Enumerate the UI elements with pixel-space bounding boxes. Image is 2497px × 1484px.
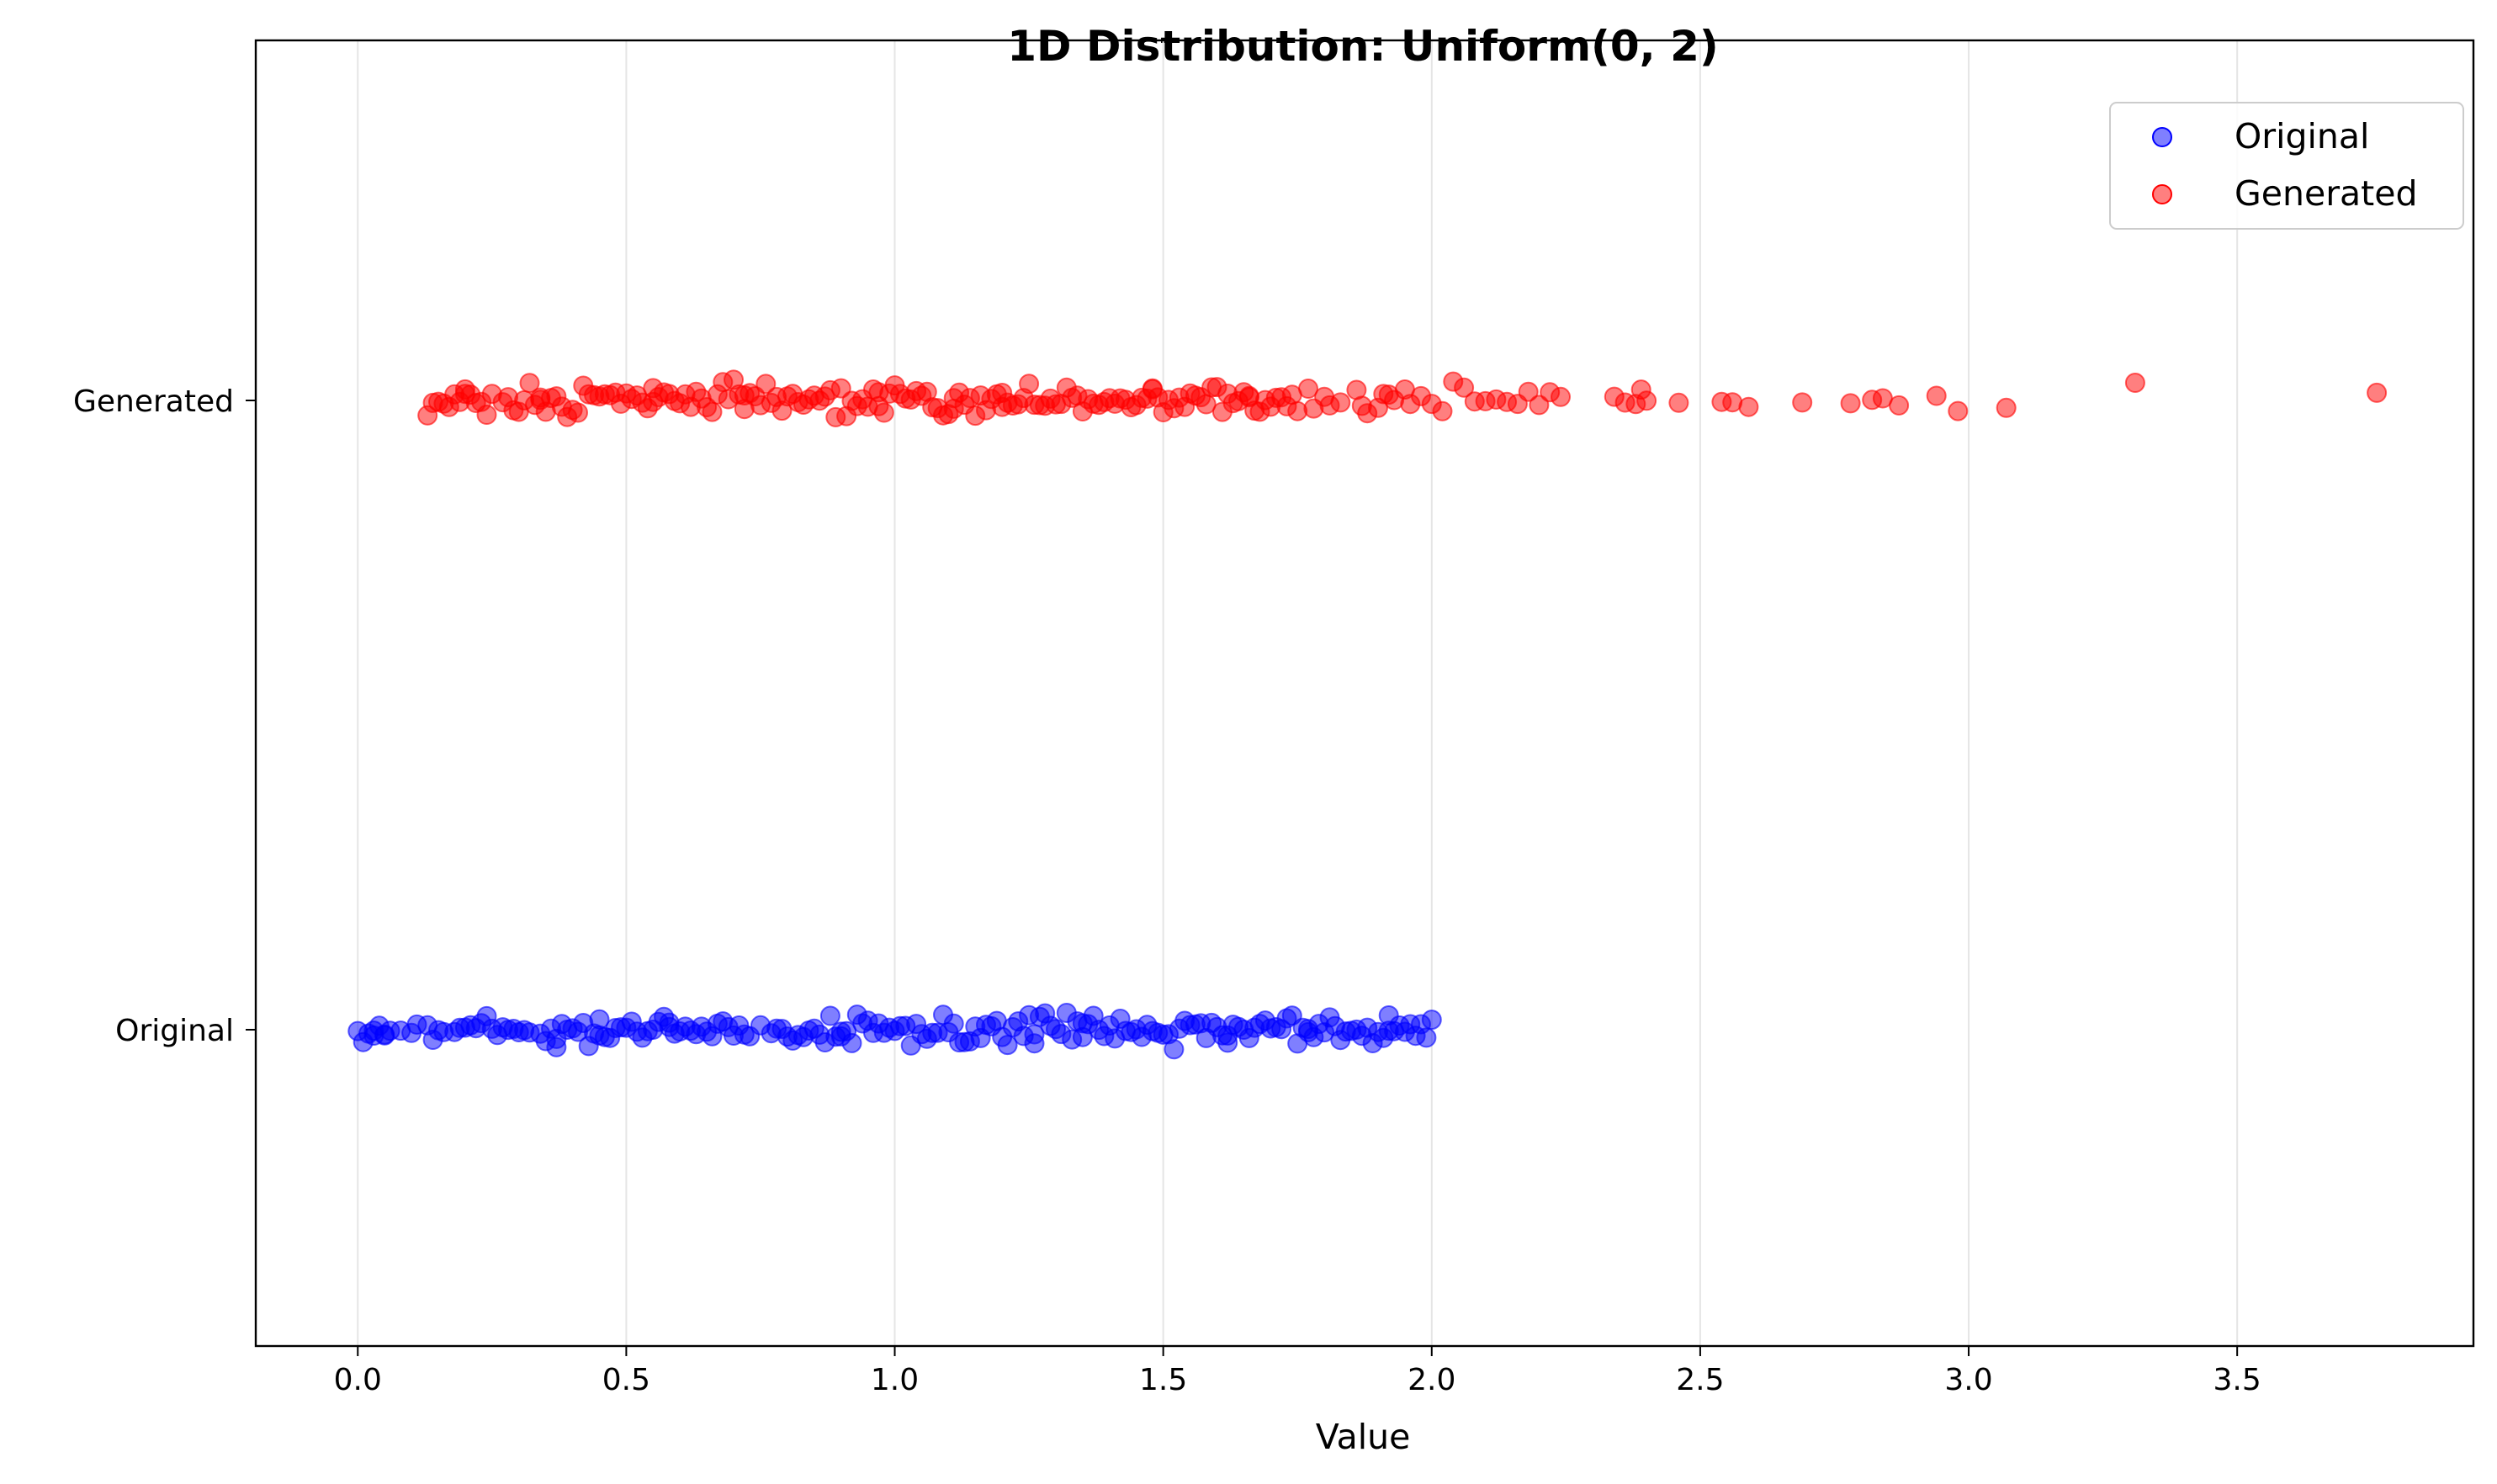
x-tick-label: 0.0 [334,1363,382,1397]
data-point [1238,387,1259,408]
data-point [659,1016,680,1037]
data-point [734,385,755,405]
data-point [1298,379,1318,399]
data-point [530,390,551,411]
data-point [830,1021,851,1042]
data-point [868,395,889,416]
data-point [702,401,723,422]
legend-marker-original [2152,127,2172,147]
data-point [2367,382,2388,403]
data-point [1926,385,1947,406]
data-point [1551,386,1571,407]
legend-marker-generated [2152,184,2172,204]
series-generated [417,369,2388,427]
x-tick-label: 2.5 [1676,1363,1724,1397]
data-points [347,369,2388,1060]
data-point [374,1025,395,1046]
data-point [1373,384,1394,405]
legend-box [2109,102,2464,230]
data-point [1024,1033,1045,1054]
y-axis-ticks: Original Generated [73,384,256,1048]
data-point [1217,1025,1238,1046]
y-tick-label: Generated [73,384,234,419]
x-tick-label: 2.0 [1408,1363,1455,1397]
x-axis-ticks: 0.0 0.5 1.0 1.5 2.0 2.5 3.0 3.5 [334,1346,2261,1397]
x-tick-label: 1.0 [871,1363,919,1397]
data-point [1421,1010,1442,1031]
data-point [1529,395,1550,416]
data-point [943,1013,964,1034]
x-tick-label: 1.5 [1139,1363,1187,1397]
data-point [1454,377,1475,398]
data-point [589,1025,610,1046]
data-point [819,1005,840,1026]
series-original [347,1003,1442,1060]
y-tick-label: Original [115,1014,234,1048]
data-point [1840,393,1861,414]
data-point [519,373,540,394]
grid-lines [357,40,2239,1346]
data-point [546,1036,567,1057]
data-point [1298,1019,1318,1040]
data-point [568,402,588,423]
chart-title: 1D Distribution: Uniform(0, 2) [1007,22,1718,71]
legend: Original Generated [2109,102,2464,230]
data-point [1330,392,1351,413]
data-point [943,398,964,419]
data-point [643,391,664,412]
data-point [1996,397,2017,418]
x-tick-label: 3.5 [2213,1363,2261,1397]
data-point [1416,1027,1437,1048]
data-point [1142,378,1163,399]
data-point [1738,396,1759,417]
data-point [1889,395,1910,416]
legend-label-original: Original [2235,116,2369,156]
data-point [1072,1026,1093,1047]
x-tick-label: 0.5 [602,1363,650,1397]
data-point [755,374,777,395]
data-point [454,379,475,400]
data-point [1518,381,1539,402]
data-point [1164,1039,1185,1060]
x-tick-label: 3.0 [1944,1363,1992,1397]
data-point [1432,400,1453,421]
data-point [1668,392,1689,413]
data-point [1636,390,1657,411]
data-point [476,405,497,425]
data-point [1378,1020,1399,1041]
legend-label-generated: Generated [2235,173,2418,214]
data-point [1019,374,1040,395]
plot-frame [254,39,2475,1348]
data-point [2124,373,2145,393]
data-point [992,383,1013,403]
x-axis-label: Value [1316,1417,1411,1457]
data-point [1948,400,1969,421]
data-point [1792,392,1813,413]
